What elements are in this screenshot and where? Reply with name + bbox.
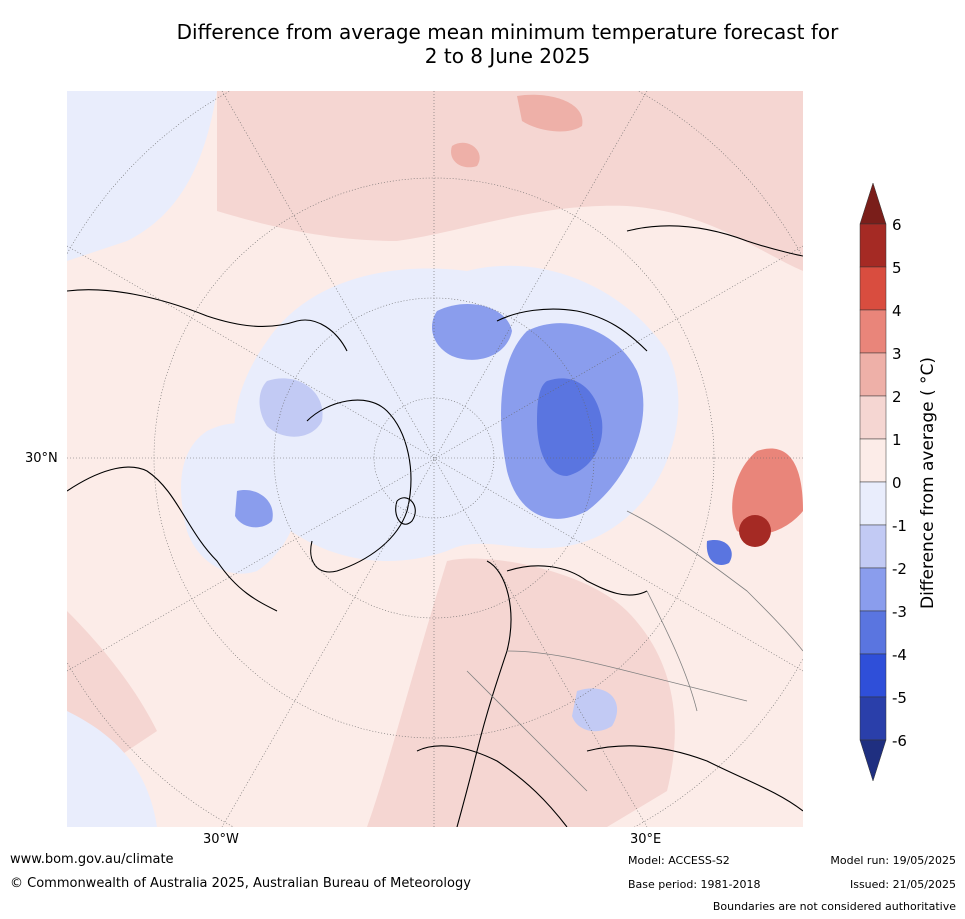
footer-disclaimer: Boundaries are not considered authoritat…: [712, 900, 956, 913]
colorbar-tick-label: 1: [892, 431, 902, 449]
colorbar-tick-label: -3: [892, 603, 907, 621]
colorbar-tick-label: 6: [892, 216, 902, 234]
footer-issued: Issued: 21/05/2025: [849, 878, 956, 891]
colorbar-segment: [859, 352, 887, 397]
title-line-2: 2 to 8 June 2025: [424, 44, 591, 68]
colorbar-segment: [859, 266, 887, 311]
colorbar-segment: [859, 610, 887, 655]
footer-model-run: Model run: 19/05/2025: [830, 854, 956, 867]
warm-patch-1: [517, 94, 583, 132]
lat-label-30n: 30°N: [25, 451, 58, 466]
warm-core-siberia: [739, 515, 771, 547]
colorbar-tick-label: 5: [892, 259, 902, 277]
cool-region-pacific: [67, 91, 217, 261]
cool-patch-caspian: [572, 688, 618, 732]
map-title: Difference from average mean minimum tem…: [90, 20, 925, 68]
cool-patch-arctic-canada: [259, 378, 323, 437]
colorbar-segment: [859, 438, 887, 483]
colorbar-tick-label: -1: [892, 517, 907, 535]
footer-model: Model: ACCESS-S2: [628, 854, 730, 867]
colorbar-segment: [859, 309, 887, 354]
country-borders: [466, 510, 803, 792]
warm-region-siberia: [732, 448, 803, 535]
colorbar-tick-label: -6: [892, 732, 907, 750]
cool-patch-kara: [432, 303, 512, 360]
colorbar-segment: [859, 481, 887, 526]
colorbar-tick-label: 2: [892, 388, 902, 406]
title-line-1: Difference from average mean minimum tem…: [176, 20, 839, 44]
colorbar-under-triangle: [859, 739, 887, 782]
warm-patch-2: [451, 142, 480, 168]
lon-label-30w: 30°W: [203, 832, 239, 847]
colorbar-tick-label: 3: [892, 345, 902, 363]
footer-website: www.bom.gov.au/climate: [10, 852, 174, 867]
warm-region-north: [217, 91, 803, 271]
colorbar: 6 5 4 3 2 1 0 -1 -2 -3 -4 -5 -6: [859, 183, 907, 782]
footer-base-period: Base period: 1981-2018: [628, 878, 761, 891]
polar-map: [67, 91, 803, 827]
lon-label-30e: 30°E: [630, 832, 662, 847]
cool-core-siberia: [537, 378, 603, 476]
colorbar-tick-label: -4: [892, 646, 907, 664]
colorbar-segment: [859, 567, 887, 612]
map-canvas: [67, 91, 803, 827]
colorbar-tick-label: 0: [892, 474, 902, 492]
colorbar-title: Difference from average ( °C): [918, 356, 938, 610]
coastlines: [67, 225, 803, 827]
cool-patch-baikal: [706, 540, 732, 565]
colorbar-tick-label: 4: [892, 302, 902, 320]
cool-region-southwest: [67, 711, 157, 827]
colorbar-segment: [859, 653, 887, 698]
footer-copyright: © Commonwealth of Australia 2025, Austra…: [10, 876, 471, 891]
cool-patch-hudson: [235, 490, 273, 528]
colorbar-over-triangle: [859, 183, 887, 225]
warm-region-europe: [367, 558, 675, 827]
colorbar-segment: [859, 223, 887, 268]
colorbar-tick-label: -2: [892, 560, 907, 578]
colorbar-tick-label: -5: [892, 689, 907, 707]
colorbar-segment: [859, 395, 887, 440]
colorbar-segment: [859, 524, 887, 569]
graticule: [67, 91, 803, 827]
colorbar-segment: [859, 696, 887, 741]
